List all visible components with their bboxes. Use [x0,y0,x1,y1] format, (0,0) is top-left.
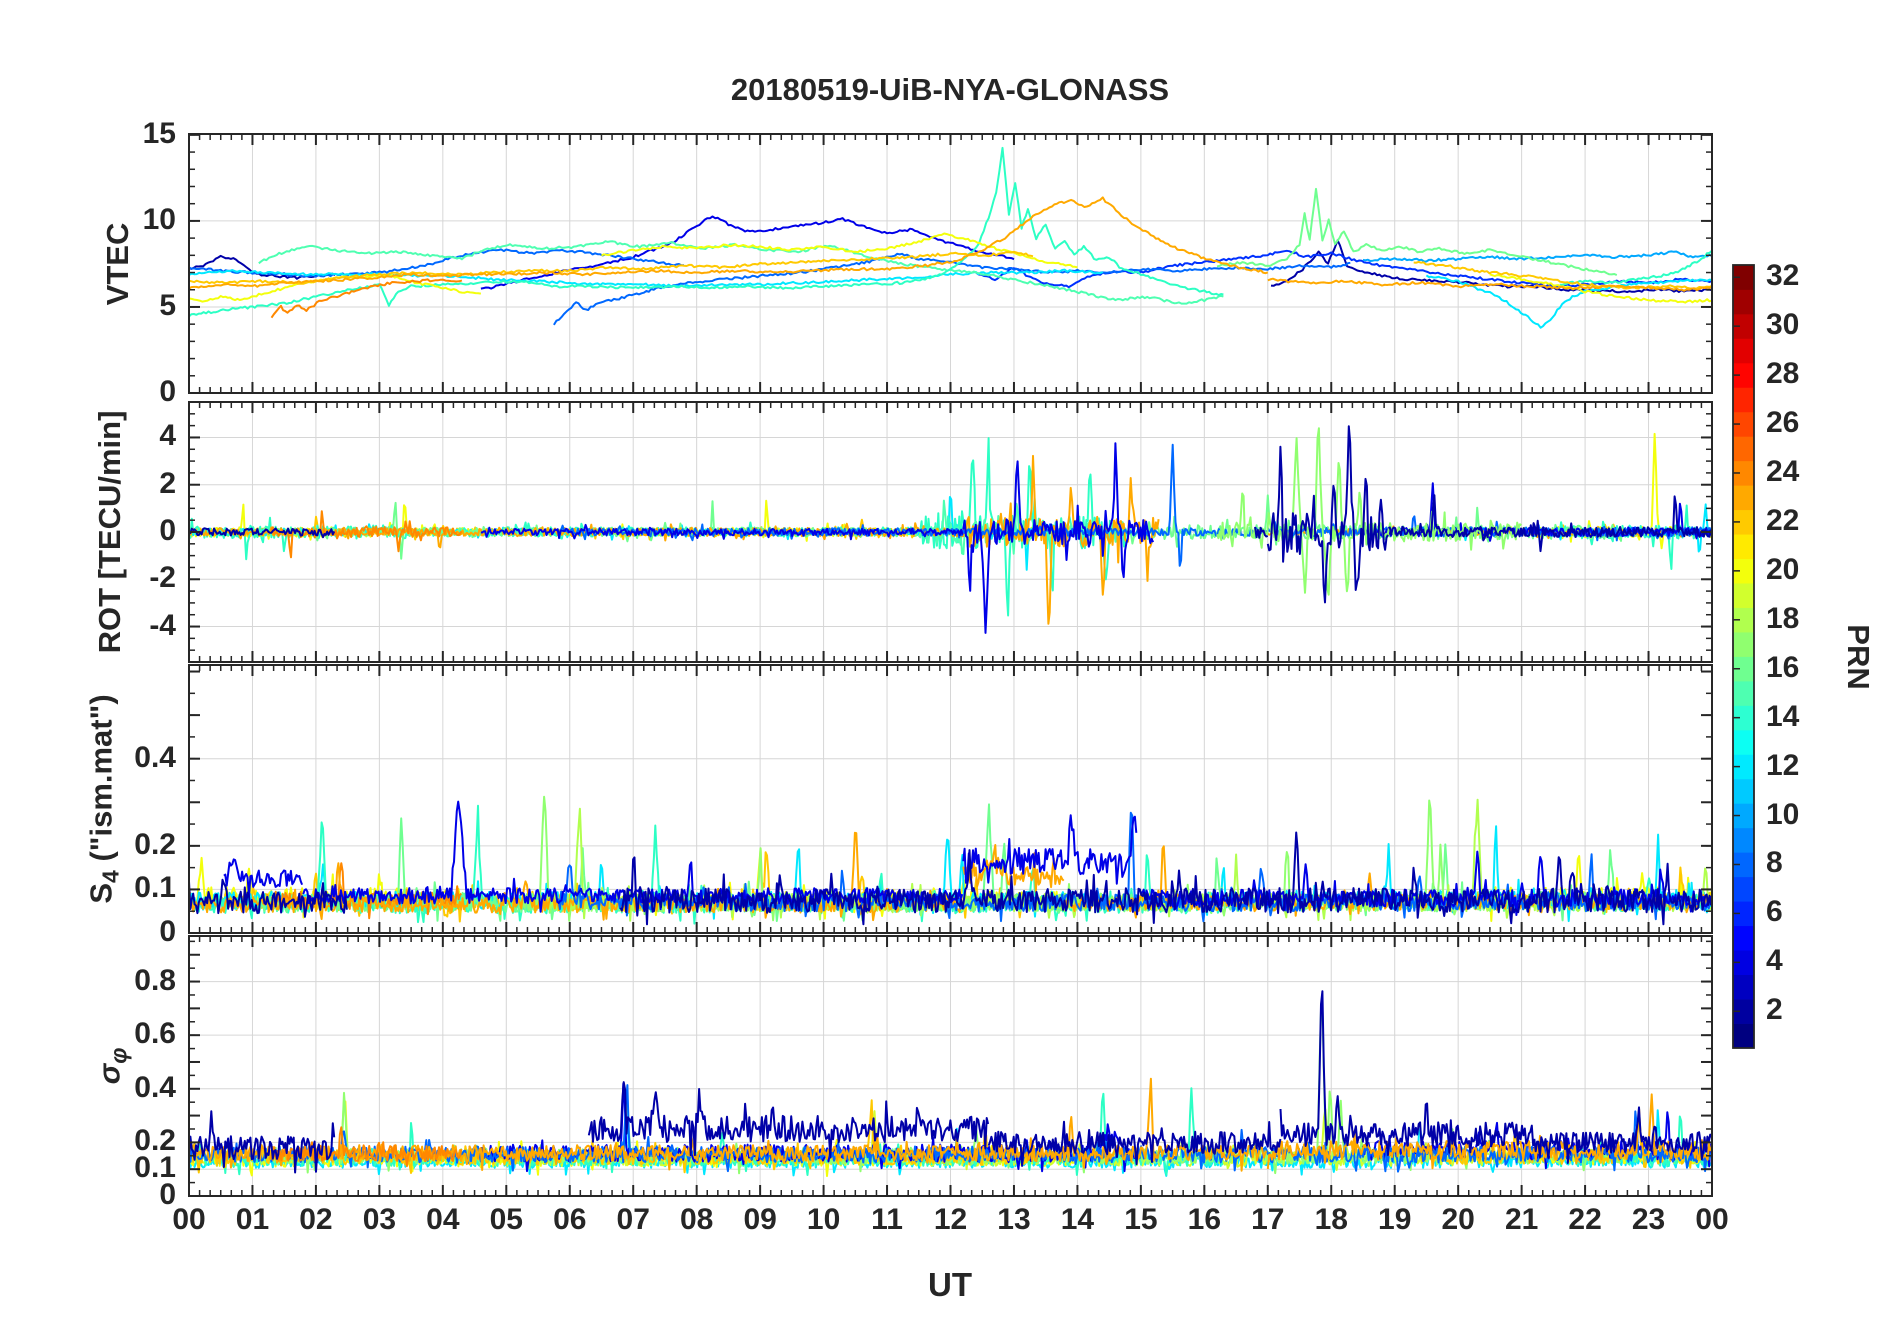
colorbar-tick-label: 8 [1766,846,1783,880]
x-tick-label: 19 [1378,1203,1412,1236]
x-tick-label: 23 [1631,1203,1666,1236]
colorbar-tick-label: 32 [1766,259,1800,293]
x-tick-label: 01 [235,1203,270,1236]
y-tick-label: 0 [159,1178,176,1211]
x-tick-label: 20 [1441,1203,1475,1236]
y-tick-label: 0.1 [134,871,176,905]
colorbar-tick-label: 16 [1766,650,1800,684]
y-tick-label: -2 [149,561,176,595]
x-tick-label: 07 [616,1203,650,1236]
y-tick-label: 0.2 [134,827,176,861]
colorbar-tick-label: 26 [1766,406,1800,440]
y-tick-label: -4 [149,608,176,642]
x-tick-label: 00 [1695,1203,1729,1236]
y-tick-label: 10 [142,202,176,236]
x-tick-label: 16 [1187,1203,1222,1236]
y-tick-label: 0.6 [134,1017,176,1051]
y-tick-label: 0.2 [134,1124,176,1158]
colorbar-tick-label: 20 [1766,552,1800,586]
x-tick-label: 10 [806,1203,841,1236]
y-tick-label: 0.4 [134,740,176,774]
x-tick-label: 17 [1251,1203,1285,1236]
x-tick-label: 22 [1568,1203,1602,1236]
x-tick-label: 05 [489,1203,523,1236]
x-tick-label: 18 [1314,1203,1348,1236]
y-tick-label: 0.1 [134,1151,176,1185]
x-tick-label: 11 [871,1203,903,1236]
y-tick-label: 0 [159,375,176,408]
x-tick-label: 13 [997,1203,1031,1236]
y-tick-label: 0.8 [134,963,176,997]
y-tick-label: 5 [159,288,176,322]
x-tick-label: 21 [1504,1203,1539,1236]
colorbar-tick-label: 22 [1766,503,1800,537]
colorbar-tick-label: 28 [1766,357,1800,391]
x-tick-label: 02 [299,1203,333,1236]
colorbar-tick-label: 24 [1766,454,1800,488]
y-tick-label: 0 [159,514,176,547]
y-tick-label: 0.4 [134,1070,176,1104]
x-tick-label: 06 [553,1203,587,1236]
x-axis-label: UT [928,1266,972,1303]
x-tick-label: 12 [933,1203,968,1236]
colorbar-tick-label: 4 [1766,944,1783,978]
y-tick-label: 2 [159,466,176,500]
colorbar-tick-label: 18 [1766,601,1800,635]
y-tick-label: 4 [159,419,176,453]
colorbar-tick-label: 12 [1766,748,1800,782]
colorbar-tick-label: 10 [1766,797,1800,831]
x-tick-label: 08 [679,1203,714,1236]
x-tick-label: 00 [172,1203,206,1236]
x-tick-label: 09 [743,1203,777,1236]
colorbar-tick-label: 2 [1766,993,1783,1027]
x-tick-label: 04 [426,1203,460,1236]
colorbar-tick-label: 14 [1766,699,1800,733]
colorbar-tick-label: 30 [1766,308,1800,342]
x-tick-label: 14 [1060,1203,1095,1236]
y-tick-label: 0 [159,915,176,948]
colorbar-tick-label: 6 [1766,895,1783,929]
y-tick-label: 15 [142,116,176,150]
x-tick-label: 03 [362,1203,397,1236]
chart-title: 20180519-UiB-NYA-GLONASS [730,72,1170,107]
x-tick-label: 15 [1124,1203,1158,1236]
